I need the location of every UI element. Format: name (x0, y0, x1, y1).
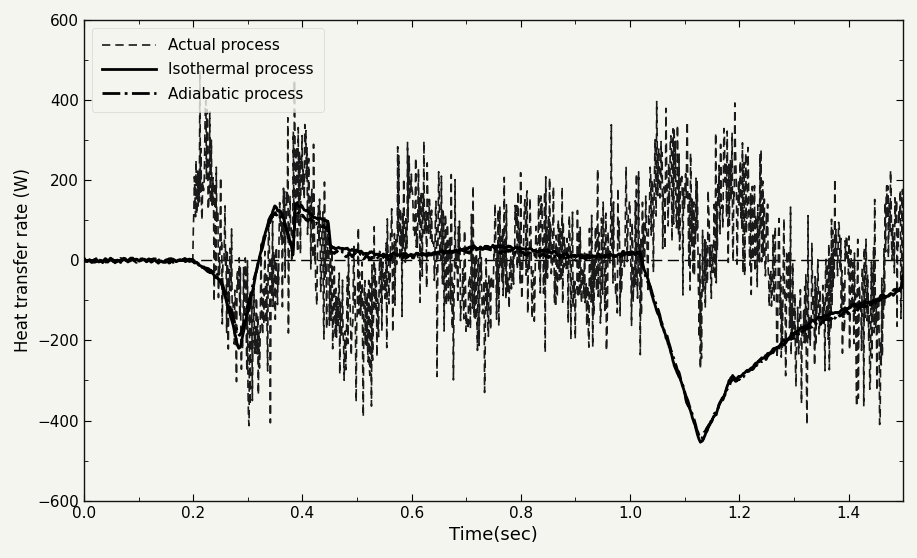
Isothermal process (898, 272, 909, 278)
Y-axis label: Heat transfer rate (W): Heat transfer rate (W) (14, 169, 32, 352)
Isothermal process (546, 249, 557, 256)
Actual process (546, 270, 557, 277)
Line: Adiabatic process: Adiabatic process (84, 211, 903, 439)
Adiabatic process (444, 249, 455, 256)
Adiabatic process (898, 273, 909, 280)
Adiabatic process (695, 436, 706, 442)
Adiabatic process (290, 208, 301, 215)
Line: Isothermal process: Isothermal process (84, 204, 903, 442)
Actual process (444, 234, 455, 241)
Actual process (194, 67, 205, 74)
Isothermal process (175, 257, 186, 263)
Adiabatic process (458, 246, 470, 253)
Isothermal process (426, 252, 437, 258)
Line: Actual process: Actual process (84, 70, 903, 426)
Isothermal process (458, 247, 470, 254)
Actual process (898, 290, 909, 296)
Actual process (244, 422, 255, 429)
Actual process (175, 257, 186, 263)
Adiabatic process (175, 256, 186, 262)
Adiabatic process (546, 252, 557, 258)
Isothermal process (291, 200, 302, 207)
Isothermal process (695, 439, 706, 446)
Actual process (142, 257, 153, 263)
Actual process (458, 227, 470, 234)
Adiabatic process (142, 257, 153, 264)
X-axis label: Time(sec): Time(sec) (449, 526, 538, 544)
Isothermal process (79, 256, 90, 262)
Isothermal process (444, 249, 455, 256)
Isothermal process (142, 258, 153, 264)
Adiabatic process (79, 258, 90, 264)
Adiabatic process (426, 251, 437, 257)
Actual process (427, 235, 438, 242)
Legend: Actual process, Isothermal process, Adiabatic process: Actual process, Isothermal process, Adia… (92, 27, 325, 112)
Actual process (79, 257, 90, 263)
